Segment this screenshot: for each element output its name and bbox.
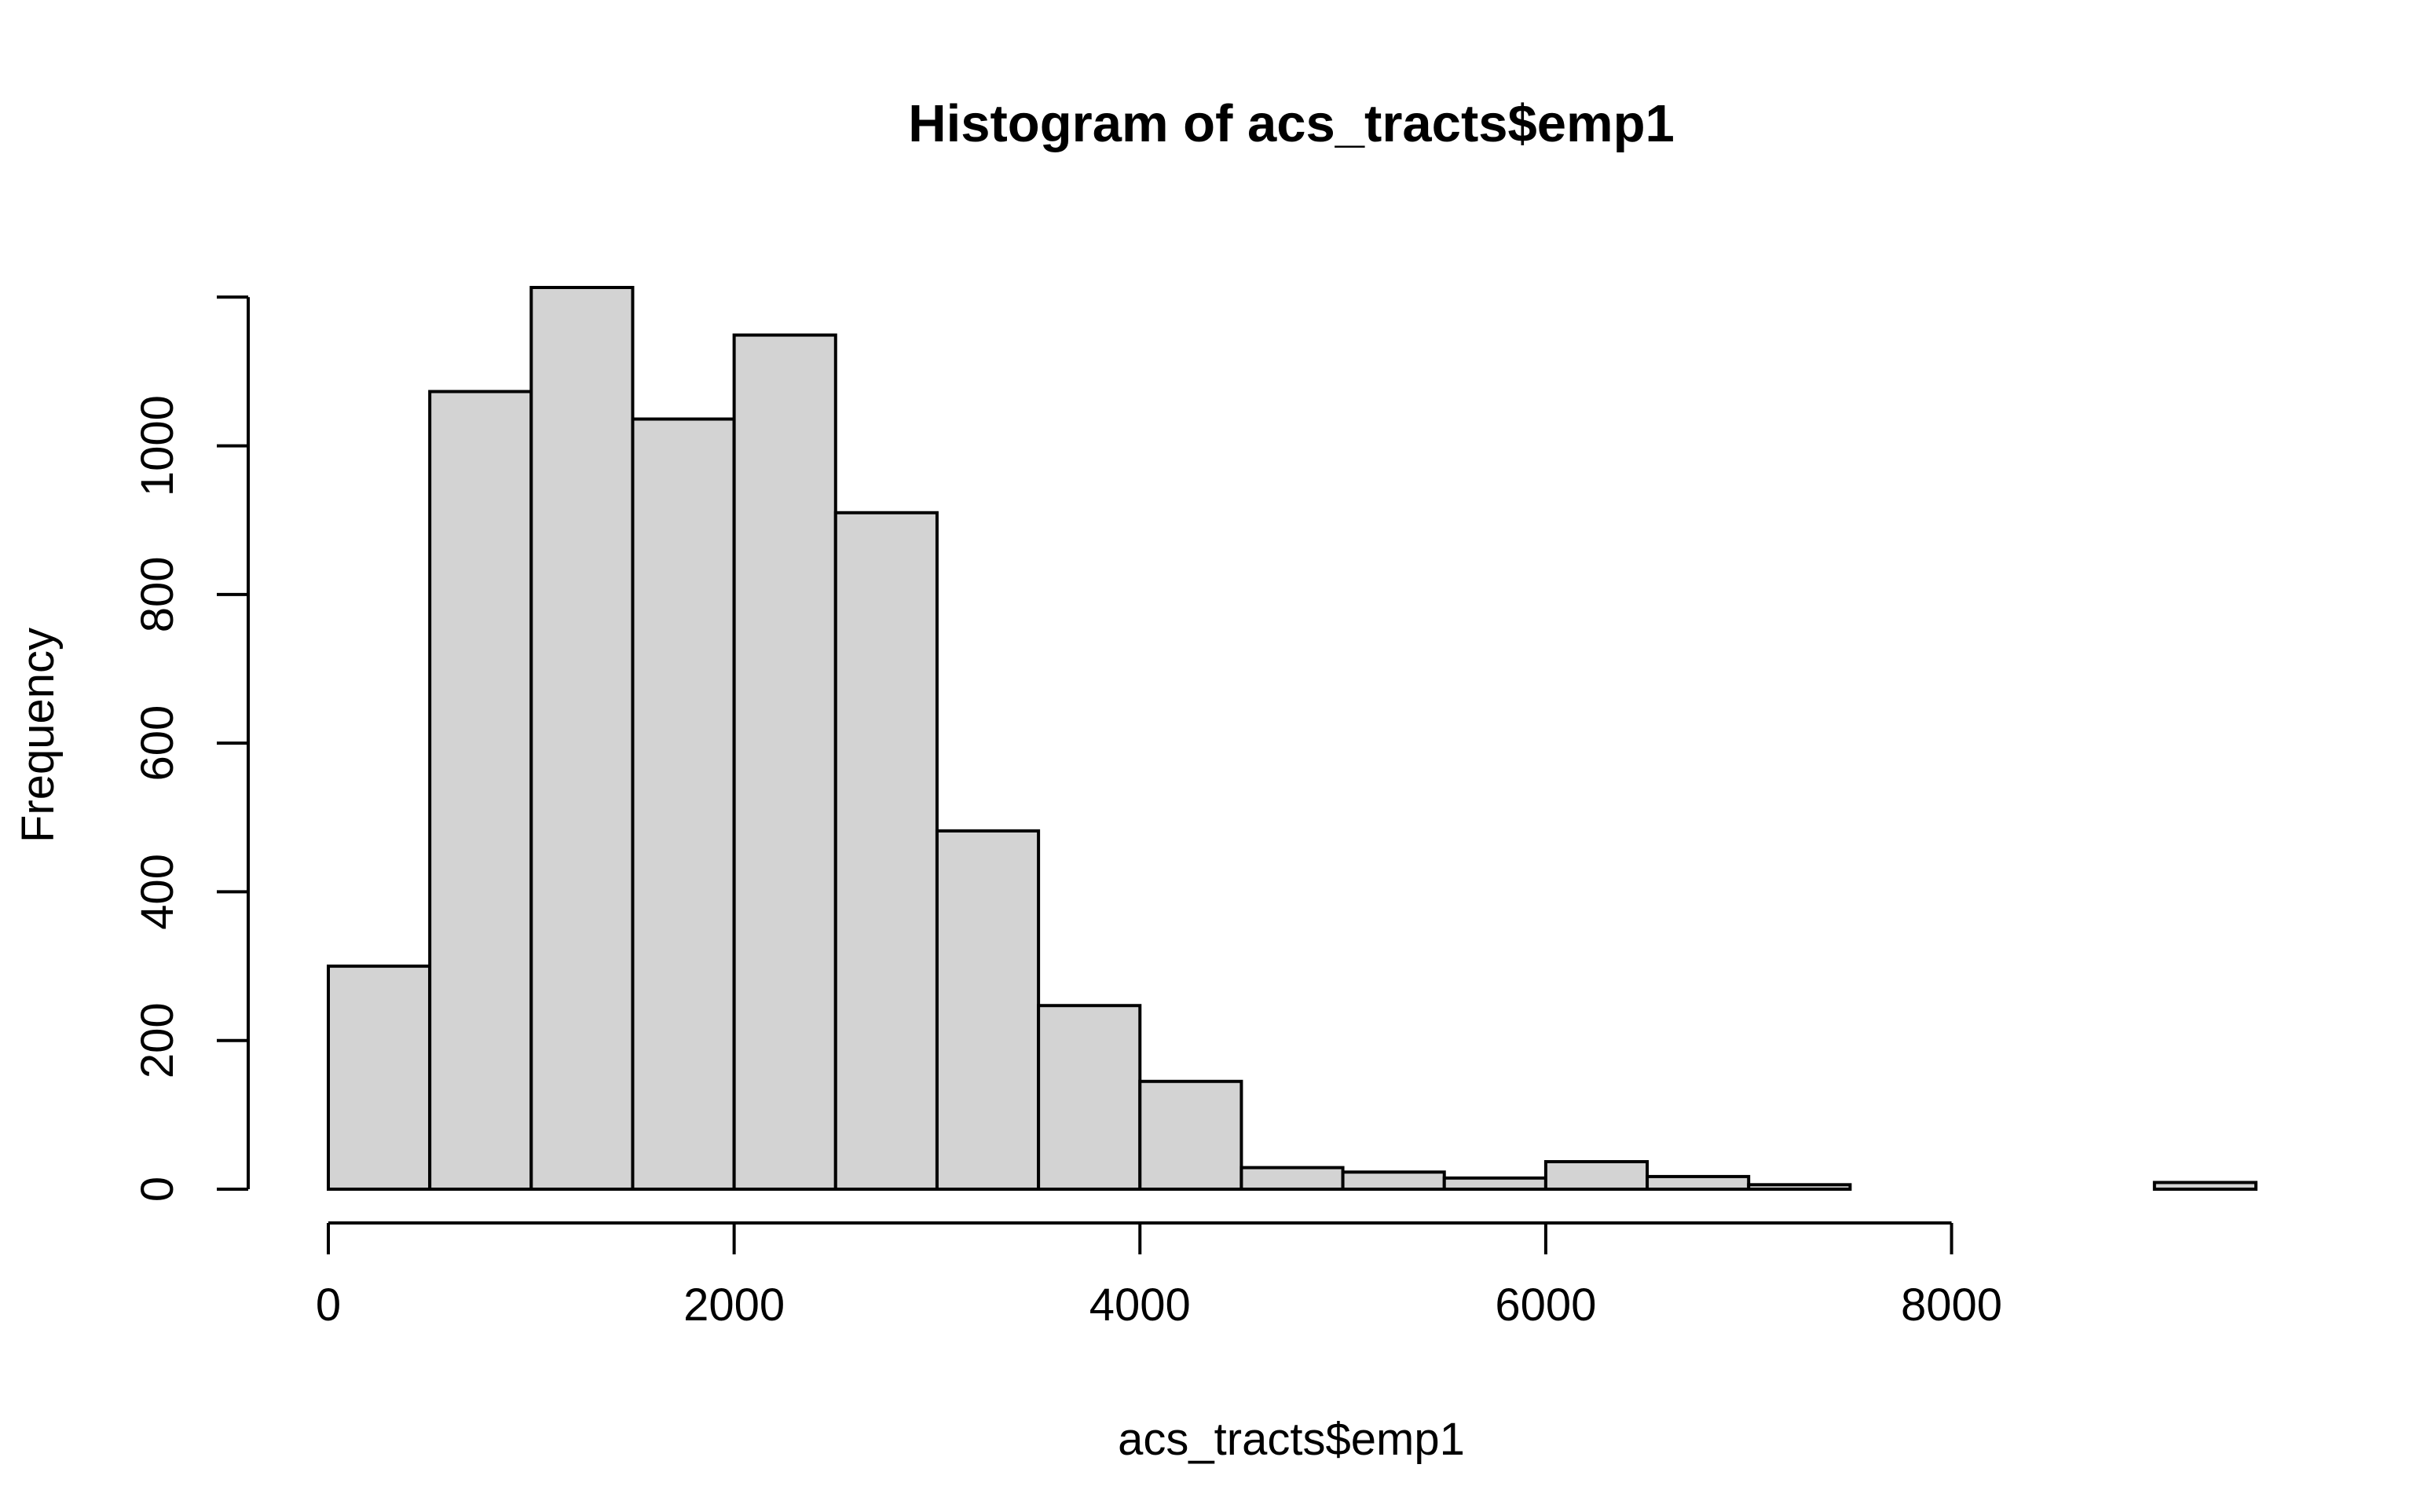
y-tick-label: 0 [132,1177,183,1202]
y-tick-label: 1000 [132,395,183,496]
y-tick-label: 800 [132,556,183,632]
x-axis-label: acs_tracts$emp1 [1118,1414,1465,1465]
histogram-bar-6 [935,829,1041,1191]
x-tick-label: 2000 [683,1280,785,1331]
bars-group [327,286,2257,1192]
x-tick-label: 0 [316,1280,341,1331]
x-axis: 0 2000 4000 6000 8000 [316,1221,2002,1331]
x-tick-label: 8000 [1901,1280,2002,1331]
y-axis: 0 200 400 600 800 1000 [132,295,250,1202]
x-tick-label: 4000 [1089,1280,1191,1331]
x-tick-label: 6000 [1495,1280,1596,1331]
histogram-bar-5 [833,511,939,1191]
histogram-bar-13 [1646,1174,1751,1192]
histogram-bar-1 [428,390,533,1191]
histogram-bar-2 [529,286,635,1191]
chart-title: Histogram of acs_tracts$emp1 [908,94,1675,153]
histogram-bar-10 [1341,1170,1446,1191]
y-tick-label: 600 [132,705,183,782]
histogram-bar-7 [1037,1004,1142,1192]
histogram-bar-14 [1747,1183,1852,1192]
y-tick-label: 200 [132,1002,183,1078]
histogram-bar-4 [732,333,837,1192]
histogram-bar-3 [631,417,736,1191]
y-axis-label: Frequency [13,628,64,843]
histogram-bar-11 [1442,1176,1547,1192]
histogram-bar-12 [1543,1159,1650,1191]
histogram-bar-0 [327,965,432,1191]
histogram-bar-8 [1138,1079,1243,1192]
histogram-bar-18 [2152,1181,2257,1192]
y-tick-label: 400 [132,854,183,930]
histogram-bar-9 [1239,1166,1345,1191]
